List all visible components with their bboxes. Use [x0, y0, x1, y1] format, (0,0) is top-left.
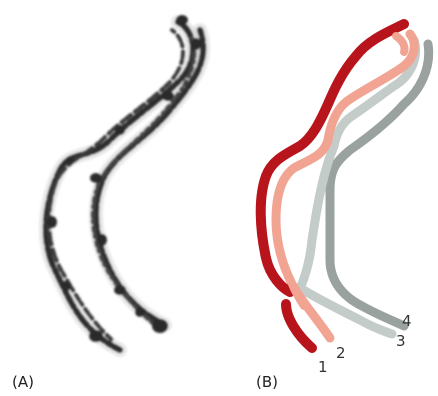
strand-label-2: 2 [336, 344, 346, 362]
strand-1-end [281, 299, 317, 353]
overlap-accent-lower [288, 280, 308, 310]
panel-label-b: (B) [256, 373, 278, 391]
strand-4 [325, 39, 434, 331]
strand-label-3: 3 [396, 332, 406, 350]
strand-label-4: 4 [402, 312, 412, 330]
micrograph-strand-left-inner [47, 28, 185, 342]
micrograph-blobs [47, 15, 201, 342]
overlap-accent-upper [392, 32, 409, 56]
panel-label-a: (A) [12, 373, 34, 391]
micrograph-strands [39, 15, 211, 357]
strand-label-1: 1 [318, 358, 328, 376]
strand-3 [295, 35, 420, 339]
strand-1 [255, 19, 409, 297]
